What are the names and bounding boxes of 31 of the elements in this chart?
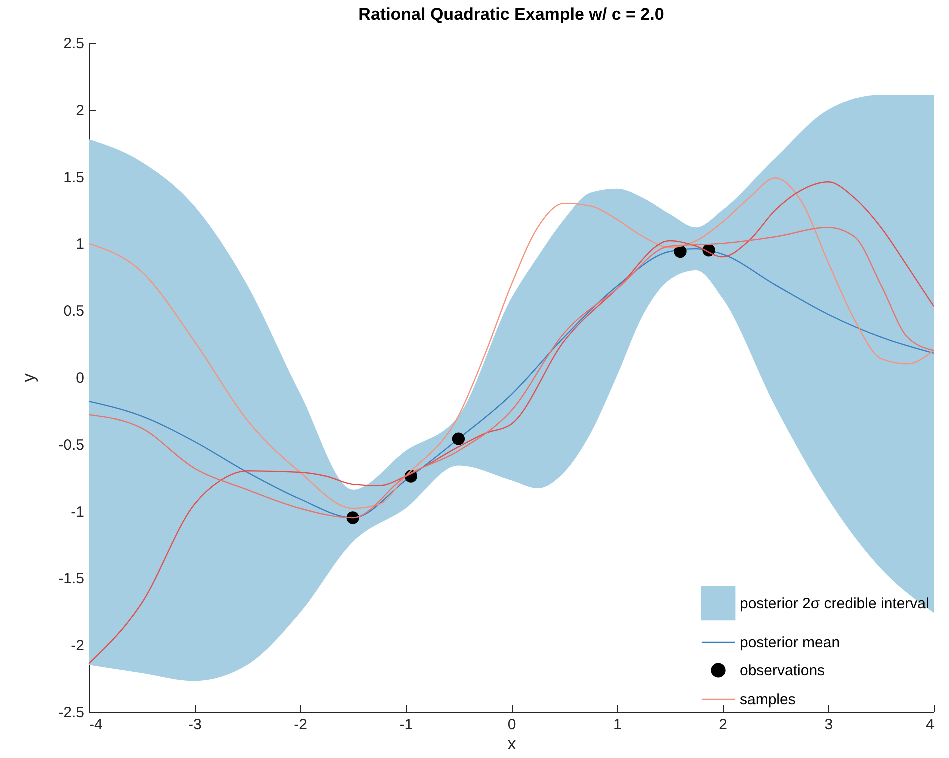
y-tick-label: -2 <box>71 638 84 655</box>
x-axis-title: x <box>508 734 517 754</box>
y-axis-title: y <box>20 373 39 382</box>
chart-title: Rational Quadratic Example w/ c = 2.0 <box>358 5 664 24</box>
point <box>452 432 466 446</box>
y-tick-label: 2.5 <box>64 36 84 52</box>
x-tick-label: 4 <box>926 716 934 734</box>
line-series <box>88 178 935 510</box>
legend-label: posterior mean <box>740 634 840 652</box>
x-tick-label: 0 <box>508 716 516 734</box>
legend-label: posterior 2σ credible interval <box>740 596 930 612</box>
legend-label: samples <box>740 692 796 708</box>
y-tick-label: -1.5 <box>58 570 84 588</box>
x-tick-label: -3 <box>188 716 202 734</box>
x-tick-label: -1 <box>400 716 414 734</box>
y-tick-label: -1 <box>71 504 84 521</box>
y-tick-label: 2 <box>76 102 84 120</box>
y-tick-label: -2.5 <box>58 704 84 722</box>
y-tick-label: 0.5 <box>64 303 84 320</box>
legend-label: observations <box>740 662 826 680</box>
y-tick-label: 1.5 <box>64 169 84 186</box>
x-tick-label: -2 <box>294 716 308 734</box>
y-tick-label: -0.5 <box>58 436 84 454</box>
line-series <box>88 182 935 664</box>
y-tick-label: 0 <box>76 370 84 387</box>
x-tick-label: 1 <box>613 716 622 734</box>
x-tick-label: 3 <box>824 716 834 734</box>
point <box>674 245 687 258</box>
y-tick-label: 1 <box>76 236 84 254</box>
x-tick-label: -4 <box>90 716 103 734</box>
x-tick-label: 2 <box>719 716 728 734</box>
